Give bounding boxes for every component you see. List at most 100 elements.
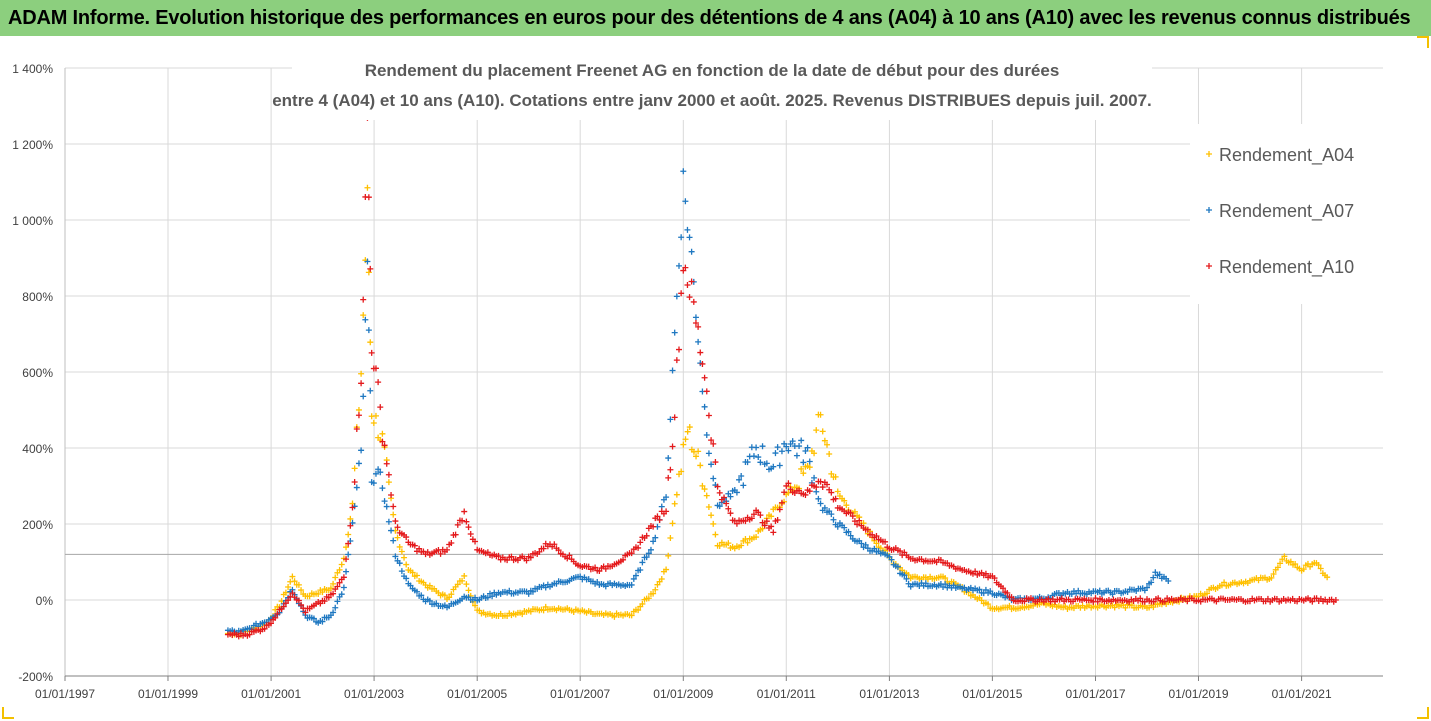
data-point-A07 bbox=[750, 453, 757, 460]
x-tick-label: 01/01/2001 bbox=[241, 687, 301, 701]
data-point-A07 bbox=[665, 455, 672, 462]
legend-label-A10: Rendement_A10 bbox=[1219, 257, 1354, 278]
data-point-A04 bbox=[673, 491, 680, 498]
data-point-A10 bbox=[367, 265, 374, 272]
data-point-A10 bbox=[763, 518, 770, 525]
data-point-A10 bbox=[261, 625, 268, 632]
data-point-A04 bbox=[710, 520, 717, 527]
chart-title-block: Rendement du placement Freenet AG en fon… bbox=[272, 52, 1152, 120]
data-point-A04 bbox=[708, 512, 715, 519]
data-point-A04 bbox=[364, 184, 371, 191]
data-point-A10 bbox=[1332, 597, 1339, 603]
legend: Rendement_A04 Rendement_A07 Rendement_A10 bbox=[1190, 124, 1385, 304]
data-point-A07 bbox=[673, 293, 680, 300]
data-point-A04 bbox=[725, 540, 732, 547]
data-point-A10 bbox=[385, 471, 392, 478]
data-point-A10 bbox=[776, 506, 783, 513]
frame-corner-bottom-right bbox=[1417, 707, 1429, 719]
x-tick-label: 01/01/2007 bbox=[550, 687, 610, 701]
grid bbox=[64, 67, 1383, 677]
data-point-A10 bbox=[334, 583, 341, 590]
data-point-A10 bbox=[372, 365, 379, 372]
data-point-A10 bbox=[394, 524, 401, 531]
data-point-A07 bbox=[770, 463, 777, 470]
data-point-A10 bbox=[703, 388, 710, 395]
data-point-A07 bbox=[343, 568, 350, 575]
data-point-A10 bbox=[461, 508, 468, 515]
data-point-A07 bbox=[705, 450, 712, 457]
data-point-A07 bbox=[738, 473, 745, 480]
data-point-A10 bbox=[748, 515, 755, 522]
data-point-A10 bbox=[856, 517, 863, 524]
data-point-A10 bbox=[695, 323, 702, 330]
data-point-A04 bbox=[343, 544, 350, 551]
series-A04 bbox=[224, 184, 1331, 639]
data-point-A07 bbox=[789, 438, 796, 445]
legend-marker-A07 bbox=[1206, 207, 1212, 213]
data-point-A04 bbox=[817, 411, 824, 418]
data-point-A10 bbox=[972, 568, 979, 575]
data-point-A10 bbox=[289, 590, 296, 597]
data-point-A04 bbox=[738, 542, 745, 549]
data-point-A10 bbox=[527, 554, 534, 561]
data-point-A10 bbox=[637, 539, 644, 546]
data-point-A10 bbox=[325, 594, 332, 601]
data-point-A04 bbox=[351, 465, 358, 472]
data-point-A04 bbox=[828, 470, 835, 477]
data-point-A04 bbox=[461, 572, 468, 579]
data-point-A07 bbox=[701, 403, 708, 410]
data-point-A10 bbox=[267, 620, 274, 627]
data-point-A04 bbox=[841, 497, 848, 504]
data-point-A10 bbox=[321, 598, 328, 605]
data-point-A07 bbox=[1109, 591, 1116, 598]
report-banner: ADAM Informe. Evolution historique des p… bbox=[0, 0, 1431, 36]
data-point-A07 bbox=[1152, 569, 1159, 576]
data-point-A04 bbox=[426, 582, 433, 589]
data-point-A04 bbox=[635, 607, 642, 614]
data-point-A10 bbox=[768, 523, 775, 530]
data-point-A07 bbox=[365, 327, 372, 334]
series-A10 bbox=[224, 114, 1339, 640]
data-point-A07 bbox=[319, 618, 326, 625]
scatter-chart: -200% 0% 200% 400% 600% 800% 1 000% 1 200% 1 400… bbox=[12, 52, 1385, 701]
data-point-A04 bbox=[295, 581, 302, 588]
data-point-A04 bbox=[699, 482, 706, 489]
data-point-A10 bbox=[295, 597, 302, 604]
data-point-A07 bbox=[388, 527, 395, 534]
data-point-A04 bbox=[315, 590, 322, 597]
data-point-A10 bbox=[819, 484, 826, 491]
data-point-A07 bbox=[643, 554, 650, 561]
data-point-A10 bbox=[688, 278, 695, 285]
series-A07 bbox=[224, 168, 1172, 636]
data-point-A04 bbox=[291, 578, 298, 585]
data-point-A04 bbox=[832, 473, 839, 480]
data-point-A10 bbox=[411, 542, 418, 549]
data-point-A07 bbox=[703, 432, 710, 439]
data-point-A07 bbox=[800, 459, 807, 466]
data-point-A10 bbox=[854, 521, 861, 528]
data-point-A10 bbox=[383, 460, 390, 467]
data-point-A04 bbox=[379, 430, 386, 437]
data-point-A07 bbox=[1096, 587, 1103, 594]
data-point-A10 bbox=[347, 522, 354, 529]
data-point-A10 bbox=[274, 610, 281, 617]
data-point-A10 bbox=[742, 518, 749, 525]
data-point-A10 bbox=[761, 522, 768, 529]
data-point-A04 bbox=[394, 534, 401, 541]
x-tick-label: 01/01/2009 bbox=[653, 687, 713, 701]
data-point-A07 bbox=[407, 582, 414, 589]
data-point-A04 bbox=[834, 488, 841, 495]
data-point-A07 bbox=[753, 444, 760, 451]
x-tick-label: 01/01/2013 bbox=[859, 687, 919, 701]
data-point-A04 bbox=[768, 513, 775, 520]
data-point-A07 bbox=[894, 563, 901, 570]
y-tick-label: 0% bbox=[36, 594, 54, 608]
y-tick-label: 600% bbox=[22, 366, 53, 380]
data-point-A04 bbox=[465, 587, 472, 594]
data-point-A10 bbox=[723, 500, 730, 507]
data-point-A07 bbox=[736, 476, 743, 483]
data-point-A10 bbox=[536, 548, 543, 555]
data-point-A04 bbox=[978, 597, 985, 604]
data-point-A07 bbox=[650, 538, 657, 545]
data-point-A04 bbox=[338, 561, 345, 568]
